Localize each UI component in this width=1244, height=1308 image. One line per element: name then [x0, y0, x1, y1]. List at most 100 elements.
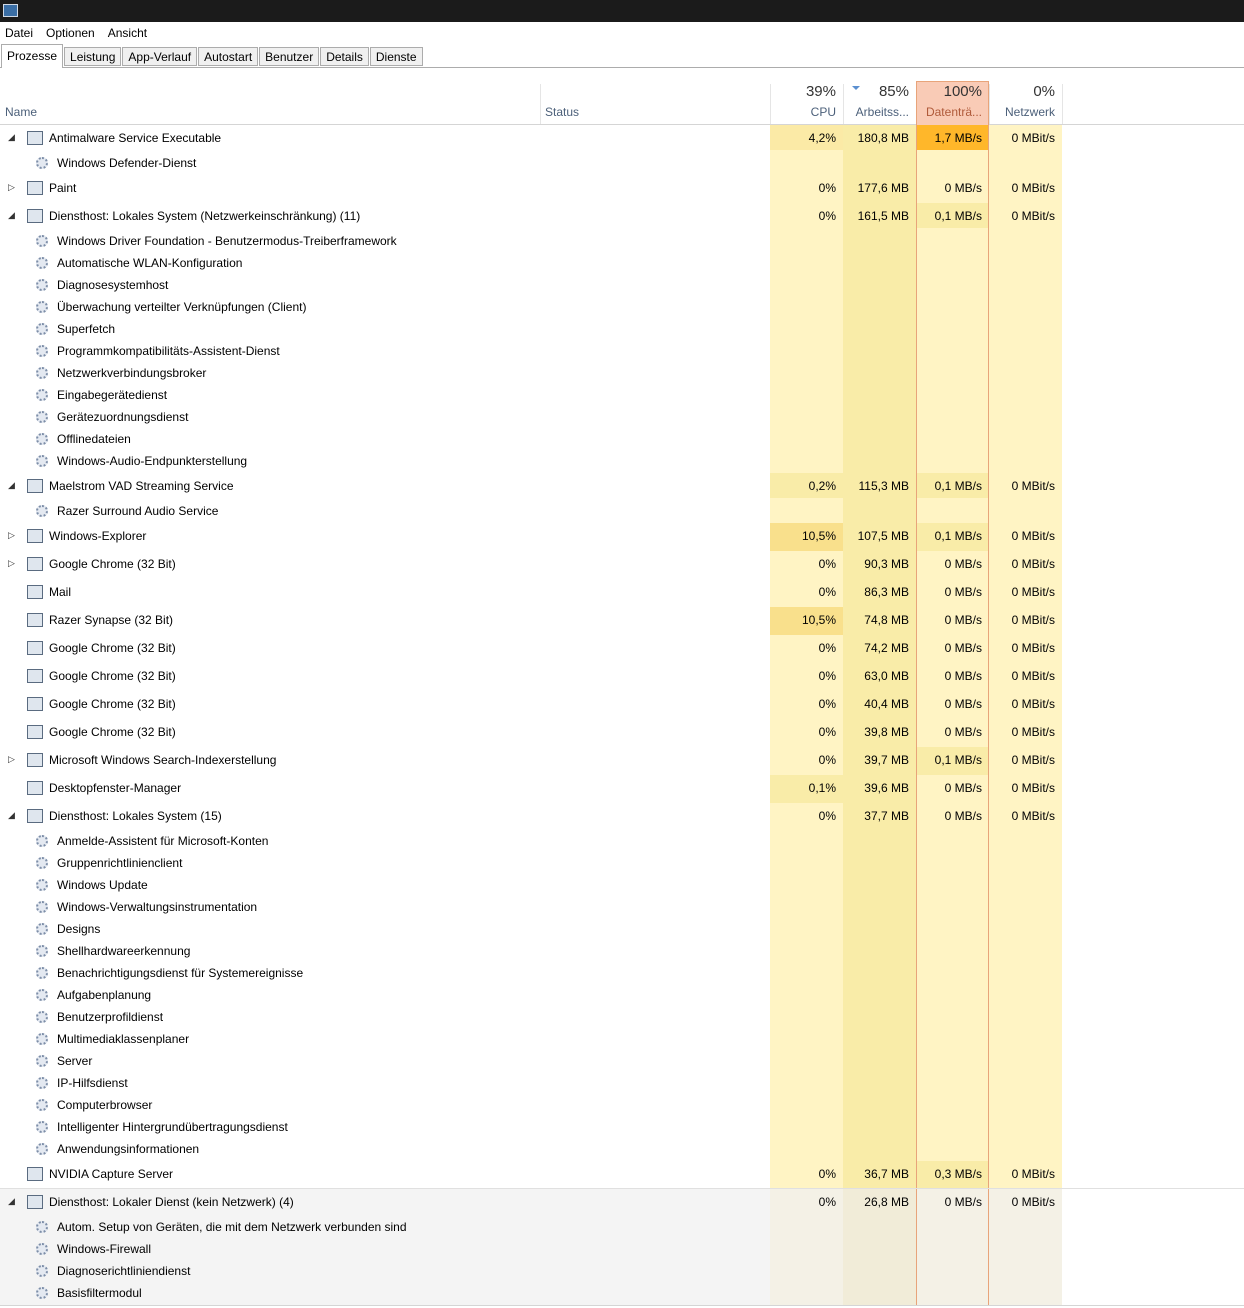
network-value: 0 MBit/s [1011, 1167, 1055, 1181]
service-icon [36, 1243, 48, 1255]
tab[interactable]: Prozesse [1, 44, 64, 68]
service-name[interactable]: Autom. Setup von Geräten, die mit dem Ne… [57, 1220, 407, 1234]
service-name[interactable]: Windows-Firewall [57, 1242, 152, 1256]
menu-item[interactable]: Ansicht [107, 26, 148, 40]
cell-background [917, 523, 988, 551]
header-separator [843, 84, 844, 124]
menu-item[interactable]: Datei [5, 26, 34, 40]
service-name[interactable]: Benutzerprofildienst [57, 1010, 164, 1024]
title-bar [0, 0, 1244, 22]
process-icon [27, 131, 43, 145]
process-name[interactable]: Microsoft Windows Search-Indexerstellung [49, 753, 277, 767]
cell-background [917, 203, 988, 228]
service-name[interactable]: Automatische WLAN-Konfiguration [57, 256, 243, 270]
process-icon [27, 781, 43, 795]
bottom-border [0, 1305, 1244, 1306]
process-name[interactable]: Google Chrome (32 Bit) [49, 697, 176, 711]
process-name[interactable]: Desktopfenster-Manager [49, 781, 182, 795]
cell-highlight [989, 1189, 1062, 1305]
service-name[interactable]: Anmelde-Assistent für Microsoft-Konten [57, 834, 269, 848]
service-name[interactable]: Gruppenrichtlinienclient [57, 856, 183, 870]
process-name[interactable]: Paint [49, 181, 77, 195]
tab[interactable]: App-Verlauf [122, 47, 198, 66]
process-icon [27, 557, 43, 571]
process-name[interactable]: Mail [49, 585, 72, 599]
service-name[interactable]: Multimediaklassenplaner [57, 1032, 190, 1046]
cpu-value: 0% [818, 1167, 836, 1181]
service-icon [36, 157, 48, 169]
app-icon [3, 4, 18, 17]
service-name[interactable]: Windows Update [57, 878, 148, 892]
service-name[interactable]: Intelligenter Hintergrundübertragungsdie… [57, 1120, 288, 1134]
service-name[interactable]: Windows Defender-Dienst [57, 156, 197, 170]
process-name[interactable]: Google Chrome (32 Bit) [49, 725, 176, 739]
service-name[interactable]: Shellhardwareerkennung [57, 944, 191, 958]
menu-item[interactable]: Optionen [46, 26, 95, 40]
column-header[interactable]: Arbeitss... [855, 105, 909, 119]
service-icon [36, 1121, 48, 1133]
service-name[interactable]: Razer Surround Audio Service [57, 504, 219, 518]
process-name[interactable]: Google Chrome (32 Bit) [49, 557, 176, 571]
disk-value: 0 MB/s [944, 1195, 982, 1209]
column-percent[interactable]: 85% [878, 83, 909, 100]
network-value: 0 MBit/s [1011, 669, 1055, 683]
tab[interactable]: Autostart [198, 47, 259, 66]
service-name[interactable]: Basisfiltermodul [57, 1286, 142, 1300]
service-name[interactable]: Windows-Audio-Endpunkterstellung [57, 454, 248, 468]
column-header[interactable]: Name [5, 105, 38, 119]
tab[interactable]: Dienste [369, 47, 423, 66]
column-header[interactable]: Datenträ... [925, 105, 982, 119]
service-name[interactable]: Server [57, 1054, 93, 1068]
expander-open: ◢ [8, 210, 15, 220]
service-name[interactable]: Gerätezuordnungsdienst [57, 410, 189, 424]
service-icon [36, 345, 48, 357]
service-name[interactable]: Überwachung verteilter Verknüpfungen (Cl… [57, 300, 307, 314]
column-header[interactable]: CPU [810, 105, 836, 119]
service-icon [36, 367, 48, 379]
service-name[interactable]: Eingabegerätedienst [57, 388, 168, 402]
service-name[interactable]: Netzwerkverbindungsbroker [57, 366, 207, 380]
service-name[interactable]: Offlinedateien [57, 432, 131, 446]
service-name[interactable]: Anwendungsinformationen [57, 1142, 200, 1156]
service-icon [36, 967, 48, 979]
cell-highlight [770, 1189, 843, 1305]
process-name[interactable]: Diensthost: Lokales System (15) [49, 809, 222, 823]
process-name[interactable]: Antimalware Service Executable [49, 131, 222, 145]
network-value: 0 MBit/s [1011, 613, 1055, 627]
service-name[interactable]: Windows-Verwaltungsinstrumentation [57, 900, 258, 914]
service-name[interactable]: Windows Driver Foundation - Benutzermodu… [57, 234, 397, 248]
service-name[interactable]: Diagnoserichtliniendienst [57, 1264, 191, 1278]
service-name[interactable]: Benachrichtigungsdienst für Systemereign… [57, 966, 304, 980]
tab[interactable]: Details [320, 47, 369, 66]
expander-closed: ▷ [8, 754, 15, 764]
service-name[interactable]: Computerbrowser [57, 1098, 153, 1112]
cell-highlight [917, 1189, 988, 1305]
memory-value: 36,7 MB [864, 1167, 909, 1181]
service-icon [36, 1287, 48, 1299]
cpu-value: 0% [818, 181, 836, 195]
service-name[interactable]: Aufgabenplanung [57, 988, 152, 1002]
process-name[interactable]: Diensthost: Lokaler Dienst (kein Netzwer… [49, 1195, 294, 1209]
column-header[interactable]: Status [545, 105, 580, 119]
tab[interactable]: Leistung [64, 47, 122, 66]
process-name[interactable]: NVIDIA Capture Server [49, 1167, 174, 1181]
column-percent[interactable]: 100% [943, 83, 982, 100]
service-name[interactable]: Superfetch [57, 322, 116, 336]
process-name[interactable]: Diensthost: Lokales System (Netzwerkeins… [49, 209, 361, 223]
cpu-value: 0% [818, 585, 836, 599]
service-name[interactable]: IP-Hilfsdienst [57, 1076, 128, 1090]
column-header[interactable]: Netzwerk [1004, 105, 1055, 119]
tab[interactable]: Benutzer [259, 47, 320, 66]
column-percent[interactable]: 39% [805, 83, 836, 100]
service-name[interactable]: Designs [57, 922, 101, 936]
service-name[interactable]: Programmkompatibilitäts-Assistent-Dienst [57, 344, 280, 358]
column-percent[interactable]: 0% [1033, 83, 1055, 100]
process-name[interactable]: Maelstrom VAD Streaming Service [49, 479, 234, 493]
process-icon [27, 809, 43, 823]
process-name[interactable]: Google Chrome (32 Bit) [49, 641, 176, 655]
process-name[interactable]: Google Chrome (32 Bit) [49, 669, 176, 683]
process-name[interactable]: Windows-Explorer [49, 529, 147, 543]
memory-value: 180,8 MB [857, 131, 909, 145]
service-name[interactable]: Diagnosesystemhost [57, 278, 169, 292]
process-name[interactable]: Razer Synapse (32 Bit) [49, 613, 174, 627]
